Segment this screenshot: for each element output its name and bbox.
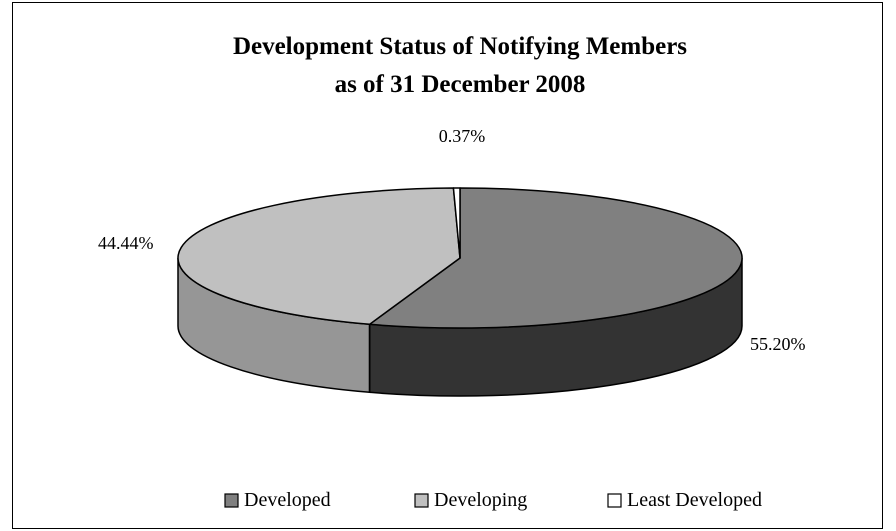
legend-swatch-developed bbox=[224, 493, 239, 508]
chart-subtitle: as of 31 December 2008 bbox=[335, 71, 586, 98]
slice-least-developed bbox=[452, 187, 461, 259]
data-label-developing: 44.44% bbox=[98, 233, 154, 253]
data-label-least-developed: 0.37% bbox=[439, 126, 486, 146]
legend-swatch-developing bbox=[414, 493, 429, 508]
legend-label-developing: Developing bbox=[434, 489, 527, 511]
pie-top bbox=[177, 187, 743, 329]
legend-label-least-developed: Least Developed bbox=[627, 489, 762, 511]
pie-labels: 55.20% 44.44% 0.37% bbox=[98, 126, 806, 354]
slice-developing bbox=[177, 187, 461, 326]
legend-swatch-least-developed bbox=[607, 493, 622, 508]
legend-label-developed: Developed bbox=[244, 489, 331, 511]
slice-developed bbox=[368, 187, 743, 329]
legend: Developed Developing Least Developed bbox=[224, 489, 762, 511]
data-label-developed: 55.20% bbox=[750, 334, 806, 354]
chart-title: Development Status of Notifying Members bbox=[233, 33, 687, 60]
